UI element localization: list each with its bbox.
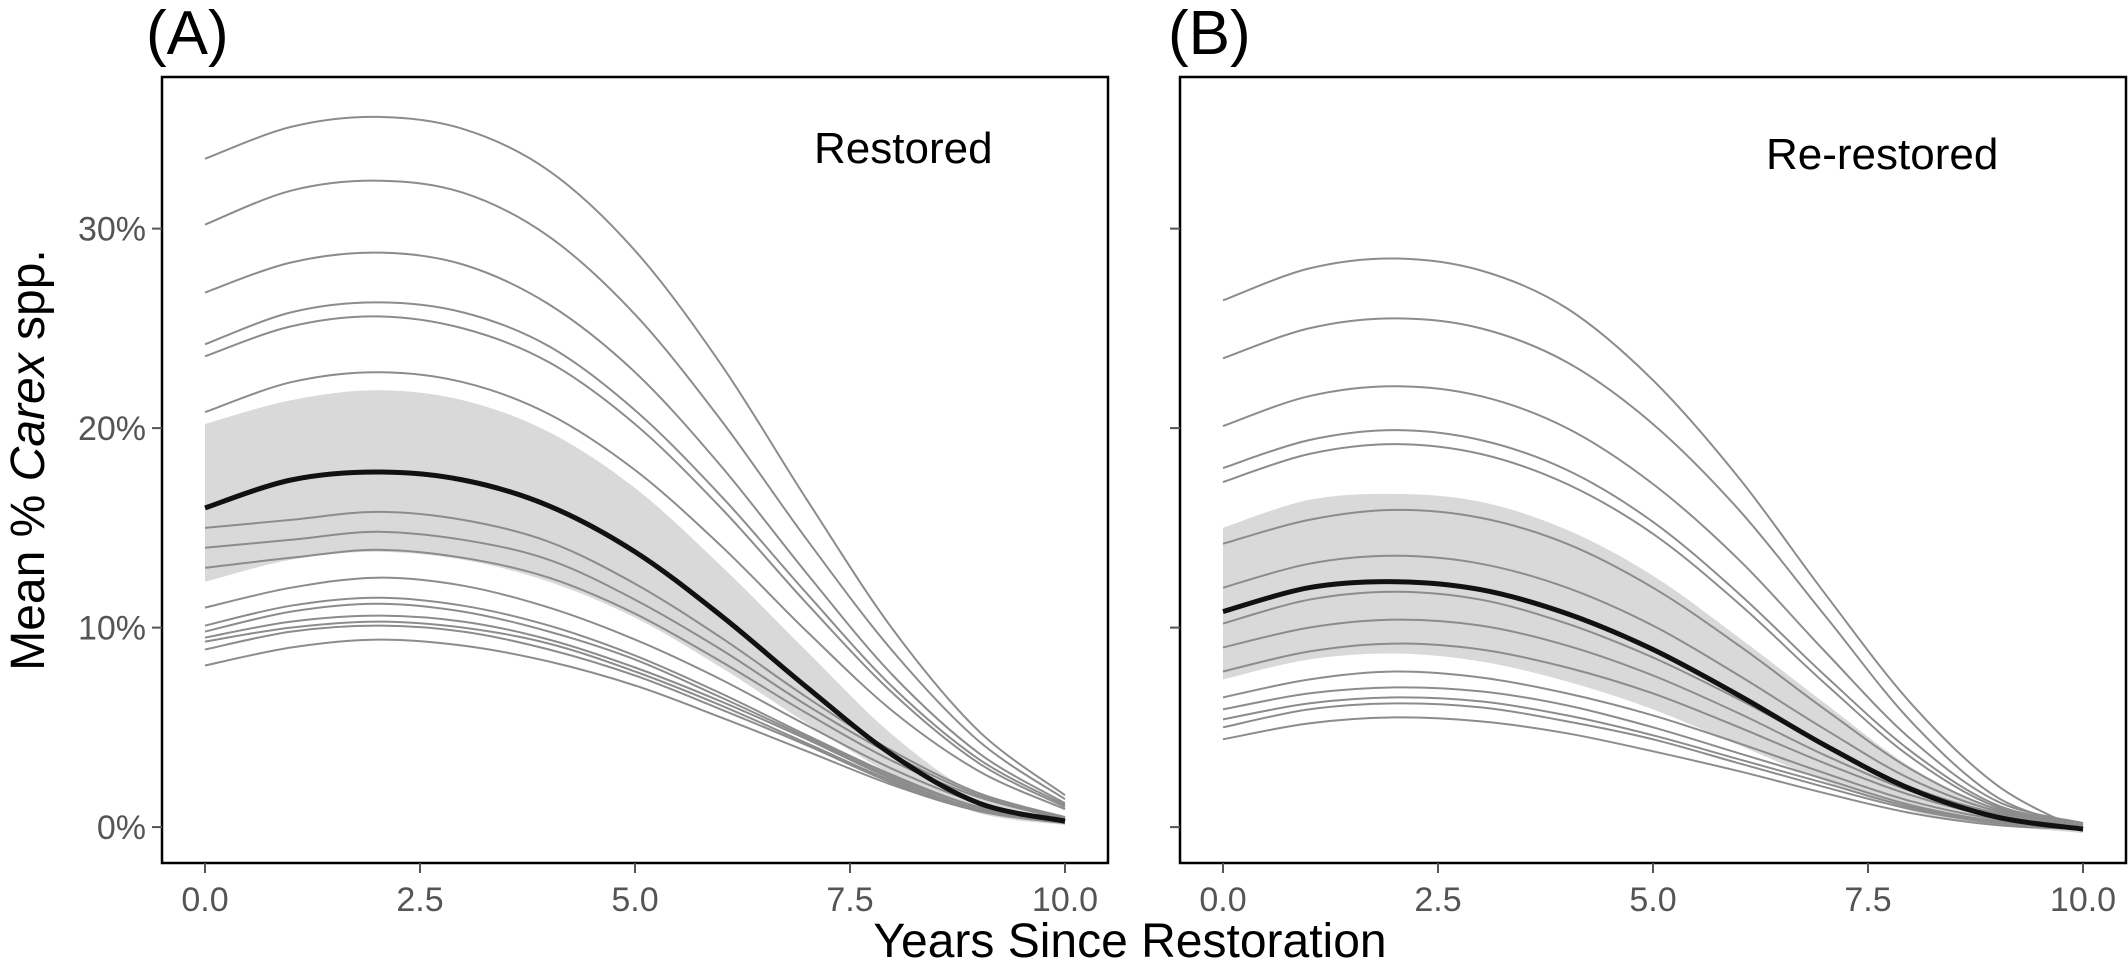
panel-a-site-curve-4	[204, 301, 1066, 806]
y-axis-title-italic: Carex	[2, 351, 55, 481]
panel-b-site-curve-12	[1222, 686, 2084, 827]
panel-a-y-tick-label: 10%	[78, 610, 146, 648]
panel-a-site-curve-10	[204, 576, 1066, 823]
panel-a-x-tick-label: 5.0	[611, 881, 658, 919]
panel-a-y-tick-label: 0%	[97, 809, 146, 847]
y-axis-title-prefix: Mean %	[2, 481, 55, 670]
panel-a-site-curve-16	[204, 638, 1066, 825]
panel-a-site-curve-2	[204, 179, 1066, 801]
y-axis-title-suffix: spp.	[2, 249, 55, 353]
panel-a-site-curve-11	[204, 596, 1066, 823]
panel-b-x-tick-label: 0.0	[1199, 881, 1246, 919]
panel-a-label: Restored	[814, 124, 993, 173]
panel-a-y-tick-label: 30%	[78, 211, 146, 249]
y-axis-title: Mean % Carex spp.	[2, 249, 55, 671]
panel-a-mean-curve	[204, 469, 1066, 824]
panel-a-x-tick-label: 7.5	[826, 881, 873, 919]
panel-b-x-tick-label: 10.0	[2050, 881, 2116, 919]
panel-b-site-curve-4	[1222, 429, 2084, 825]
panel-b-tag: (B)	[1168, 0, 1251, 68]
panel-a-ci-band	[205, 390, 1065, 826]
panel-b-site-curve-15	[1222, 716, 2084, 831]
panel-a-site-curve-7	[204, 510, 1066, 819]
panel-b-site-curve-14	[1222, 702, 2084, 829]
panel-b-site-curve-3	[1222, 385, 2084, 825]
panel-a-site-curve-1	[204, 115, 1066, 797]
panel-a-y-tick-label: 20%	[78, 410, 146, 448]
panel-b-site-curve-2	[1222, 317, 2084, 829]
panel-a-x-tick-label: 10.0	[1032, 881, 1098, 919]
panel-b-frame	[1178, 75, 2128, 865]
panel-b-site-curve-6	[1222, 508, 2084, 825]
x-axis-title: Years Since Restoration	[873, 915, 1386, 963]
panel-a-site-curve-12	[204, 602, 1066, 823]
panel-a-x-tick-label: 0.0	[181, 881, 228, 919]
panel-a-site-curve-5	[204, 315, 1066, 808]
panel-a-site-curve-13	[204, 614, 1066, 823]
panel-b-plot: 0.0 2.5 5.0 7.5 10.0	[1170, 75, 2128, 919]
panel-b-ci-band	[1223, 493, 2083, 834]
panel-b-site-curve-1	[1222, 257, 2084, 832]
panel-b-label: Re-restored	[1766, 130, 1999, 179]
panel-a-site-curve-8	[204, 530, 1066, 819]
panel-a-x-tick-label: 2.5	[396, 881, 443, 919]
panel-b-site-curve-10	[1222, 642, 2084, 827]
panel-b-x-tick-label: 5.0	[1629, 881, 1676, 919]
panel-a-site-curve-15	[204, 624, 1066, 825]
panel-b-site-curve-13	[1222, 696, 2084, 827]
panel-a-site-curve-14	[204, 620, 1066, 823]
panel-a-tag: (A)	[146, 0, 229, 68]
panel-b-x-tick-label: 7.5	[1844, 881, 1891, 919]
panel-b-mean-curve	[1222, 579, 2084, 832]
panel-a-plot: 0.0 2.5 5.0 7.5 10.0 0% 10% 20% 30%	[78, 75, 1110, 919]
panel-a-site-curve-6	[204, 371, 1066, 811]
panel-b-site-curve-11	[1222, 670, 2084, 827]
panel-b-site-curve-5	[1222, 443, 2084, 825]
panel-b-site-curve-7	[1222, 554, 2084, 825]
panel-a-site-curve-3	[204, 251, 1066, 805]
panel-b-x-tick-label: 2.5	[1414, 881, 1461, 919]
